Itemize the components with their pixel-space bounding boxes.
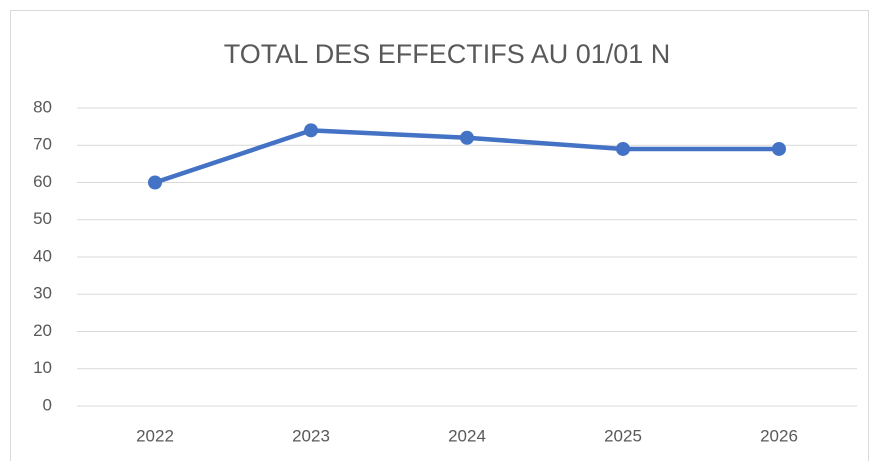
chart-border <box>10 10 869 461</box>
x-tick-label: 2026 <box>760 426 798 445</box>
y-tick-label: 30 <box>33 284 52 303</box>
data-point <box>148 175 162 190</box>
x-tick-label: 2022 <box>136 426 174 445</box>
y-tick-label: 0 <box>43 395 52 414</box>
data-point <box>304 123 318 138</box>
chart-title: TOTAL DES EFFECTIFS AU 01/01 N <box>224 39 671 69</box>
y-tick-label: 20 <box>33 321 52 340</box>
x-tick-label: 2025 <box>604 426 642 445</box>
y-tick-label: 40 <box>33 246 52 265</box>
data-point <box>616 141 630 156</box>
y-tick-label: 70 <box>33 135 52 154</box>
data-point <box>460 130 474 145</box>
y-tick-label: 10 <box>33 358 52 377</box>
y-tick-label: 50 <box>33 209 52 228</box>
x-tick-label: 2023 <box>292 426 330 445</box>
y-tick-label: 60 <box>33 172 52 191</box>
data-point <box>772 141 786 156</box>
y-tick-label: 80 <box>33 97 52 116</box>
x-tick-label: 2024 <box>448 426 486 445</box>
